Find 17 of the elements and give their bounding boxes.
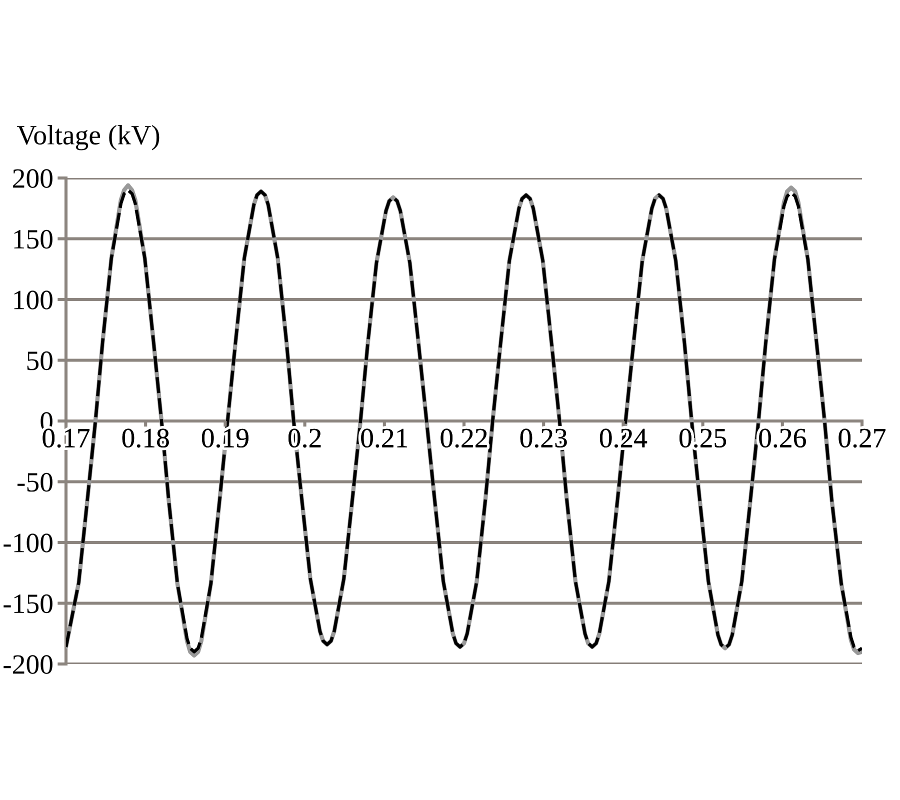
y-tick-label: -50 — [18, 472, 52, 492]
y-tick-label: 100 — [14, 290, 52, 310]
x-tick-label: 0.17 — [42, 428, 90, 448]
y-tick-label: -200 — [4, 655, 52, 674]
y-tick-label: -100 — [4, 534, 52, 552]
x-tick-label: 0.26 — [759, 428, 806, 448]
x-tick-label: 0.22 — [440, 428, 487, 448]
y-tick-label: 50 — [27, 351, 52, 370]
x-tick-label: 0.23 — [520, 428, 567, 448]
x-tick-label: 0.27 — [838, 428, 886, 448]
x-tick-label: 0.25 — [680, 428, 726, 448]
x-tick-label: 0.18 — [122, 428, 169, 448]
y-axis-title: Voltage (kV) — [16, 125, 160, 150]
y-tick-label: 150 — [14, 230, 52, 249]
x-tick-label: 0.21 — [361, 428, 408, 448]
y-tick-label: -150 — [4, 594, 52, 614]
y-tick-label: 200 — [13, 169, 52, 188]
